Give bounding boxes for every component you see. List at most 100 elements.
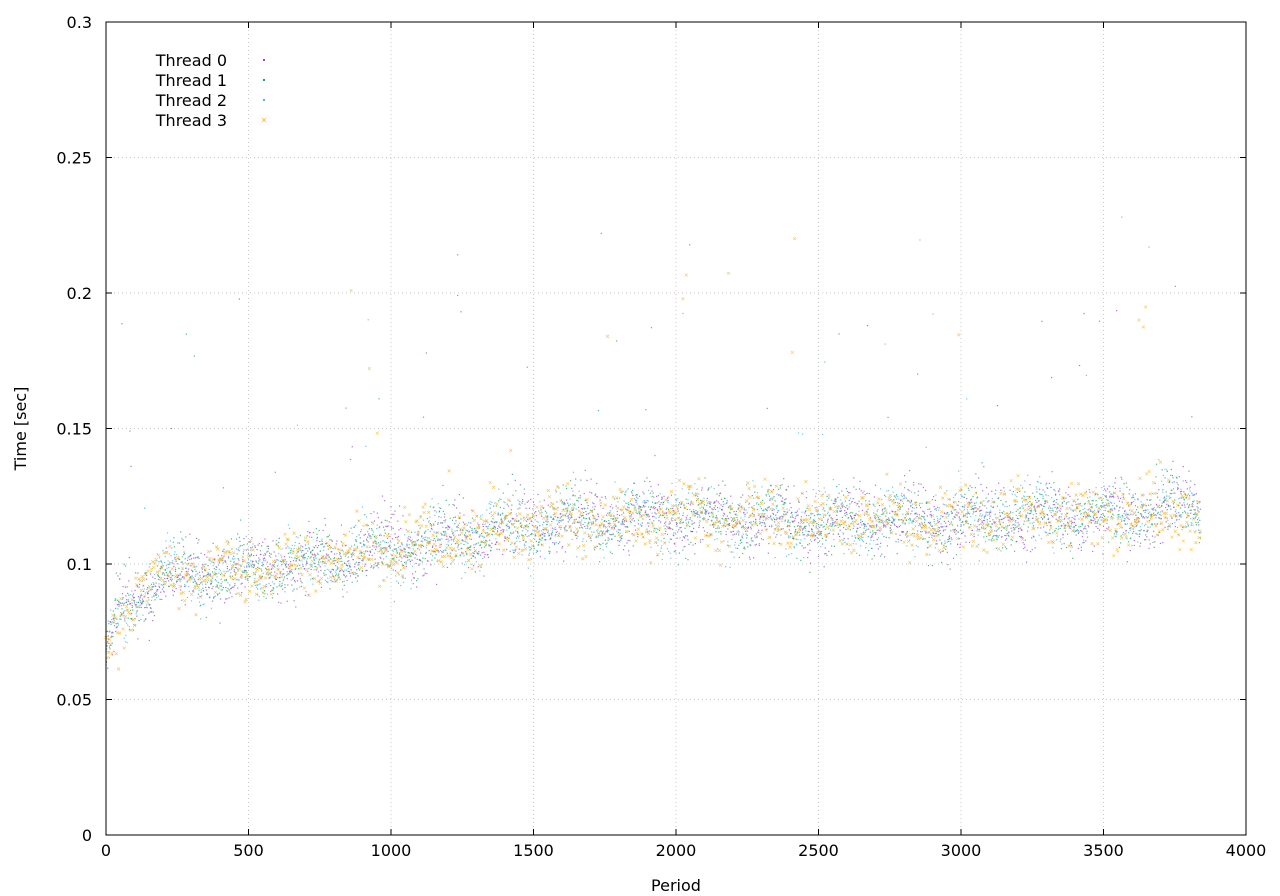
- data-point: [1027, 474, 1029, 476]
- data-point: [584, 469, 586, 472]
- data-point: [909, 520, 911, 522]
- data-point: [907, 488, 909, 491]
- data-point: [503, 507, 505, 509]
- data-point: [117, 575, 119, 577]
- data-point: [233, 555, 235, 557]
- data-point: [303, 568, 305, 570]
- data-point: [151, 583, 153, 585]
- data-point: [507, 526, 509, 528]
- data-point: [533, 546, 535, 548]
- data-point: [145, 606, 147, 608]
- data-point: [601, 531, 604, 533]
- data-point: [687, 502, 690, 505]
- data-point: [295, 536, 297, 538]
- data-point: [1011, 493, 1013, 495]
- data-point: [341, 588, 344, 591]
- data-point: [581, 514, 583, 517]
- data-point: [795, 528, 797, 531]
- data-point: [517, 499, 519, 501]
- data-point: [695, 495, 697, 497]
- data-point: [339, 578, 341, 581]
- data-point: [560, 516, 563, 518]
- data-point: [301, 582, 303, 584]
- data-point: [493, 530, 495, 533]
- data-point: [479, 554, 482, 556]
- data-point: [856, 531, 858, 533]
- data-point: [574, 495, 576, 497]
- data-point: [621, 523, 623, 525]
- data-point: [888, 490, 890, 492]
- data-point: [397, 542, 399, 544]
- data-point: [219, 573, 222, 576]
- data-point: [820, 546, 822, 548]
- data-point: [1071, 546, 1073, 548]
- data-point: [956, 543, 959, 545]
- data-point: [1026, 549, 1028, 551]
- data-point: [537, 521, 539, 523]
- data-point: [1043, 526, 1045, 528]
- data-point: [304, 544, 307, 546]
- data-point: [503, 517, 506, 519]
- data-point: [255, 561, 258, 563]
- data-point: [165, 565, 168, 567]
- data-point: [1125, 514, 1127, 516]
- data-point: [1013, 504, 1016, 506]
- data-point: [250, 553, 252, 555]
- data-point: [964, 514, 967, 517]
- data-point: [147, 586, 149, 589]
- data-point: [723, 540, 725, 542]
- data-point: [416, 534, 418, 536]
- data-point: [417, 578, 419, 580]
- data-point: [690, 502, 692, 504]
- data-point: [1042, 489, 1044, 491]
- data-point: [1091, 506, 1093, 509]
- data-point: [157, 578, 160, 580]
- data-point: [477, 566, 479, 568]
- data-point: [862, 541, 865, 543]
- data-point: [405, 563, 407, 565]
- data-point: [421, 535, 423, 537]
- data-point: [1074, 501, 1077, 503]
- data-point: [471, 517, 474, 519]
- data-point: [634, 505, 636, 507]
- data-point: [1102, 514, 1105, 517]
- data-point: [311, 565, 313, 567]
- data-point: [596, 482, 598, 485]
- data-point: [527, 500, 529, 502]
- data-point: [438, 551, 440, 553]
- data-point: [539, 501, 541, 503]
- data-point: [940, 526, 942, 528]
- data-point: [1135, 525, 1137, 528]
- data-point: [551, 530, 553, 532]
- data-point: [704, 512, 706, 514]
- data-point: [1104, 504, 1106, 507]
- data-point: [1188, 488, 1191, 490]
- data-point: [596, 530, 598, 532]
- data-point: [489, 539, 491, 541]
- data-point: [727, 541, 729, 543]
- data-point: [618, 514, 621, 516]
- data-point: [550, 516, 552, 518]
- data-point: [737, 508, 739, 510]
- data-point: [589, 528, 591, 530]
- data-point: [536, 527, 538, 529]
- data-point: [1013, 532, 1015, 534]
- data-point: [1023, 496, 1025, 498]
- data-point: [270, 568, 272, 570]
- data-point: [885, 518, 887, 521]
- data-point: [1036, 488, 1038, 490]
- data-point: [290, 552, 292, 554]
- data-point: [269, 576, 271, 578]
- data-point: [272, 589, 274, 591]
- data-point: [515, 548, 517, 551]
- data-point: [500, 498, 502, 501]
- data-point: [210, 583, 212, 585]
- data-point: [1056, 498, 1058, 501]
- data-point: [667, 496, 669, 498]
- data-point: [348, 571, 350, 573]
- data-point: [585, 510, 587, 513]
- data-point: [715, 531, 717, 533]
- data-point: [1106, 498, 1108, 501]
- data-point: [461, 577, 463, 579]
- data-point: [1164, 468, 1166, 470]
